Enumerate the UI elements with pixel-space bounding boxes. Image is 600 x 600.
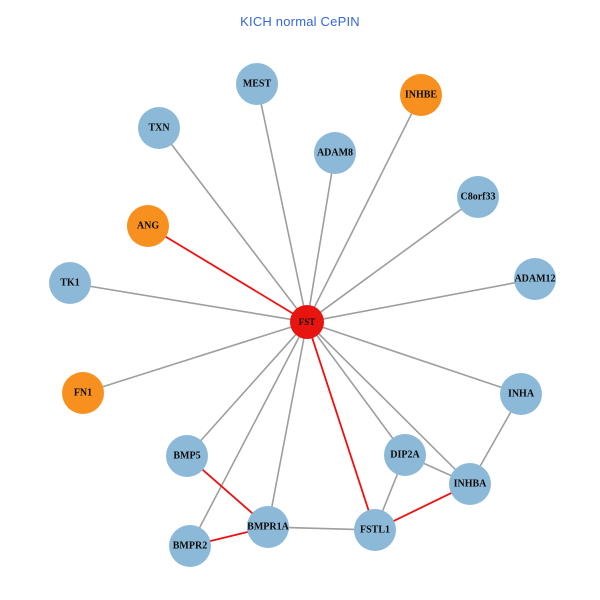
graph-edge <box>422 462 453 477</box>
node-circle[interactable] <box>166 435 208 477</box>
graph-node-adam8[interactable]: ADAM8 <box>314 132 356 174</box>
graph-node-ang[interactable]: ANG <box>127 205 169 247</box>
graph-edge <box>315 334 394 440</box>
graph-edge <box>88 285 293 321</box>
node-circle[interactable] <box>449 463 491 505</box>
graph-node-dip2a[interactable]: DIP2A <box>384 434 426 476</box>
graph-node-fn1[interactable]: FN1 <box>62 372 104 414</box>
node-label: BMPR1A <box>247 522 289 533</box>
graph-node-fst[interactable]: FST <box>290 305 324 339</box>
node-circle[interactable] <box>314 132 356 174</box>
graph-edge <box>164 235 295 315</box>
graph-node-fstl1[interactable]: FSTL1 <box>354 509 396 551</box>
page-title: KICH normal CePIN <box>240 14 360 29</box>
graph-edge <box>170 143 299 311</box>
node-circle[interactable] <box>457 176 499 218</box>
node-label: TXN <box>148 123 170 134</box>
node-label: C8orf33 <box>461 192 496 203</box>
graph-node-adam12[interactable]: ADAM12 <box>514 258 556 300</box>
node-label: ADAM12 <box>514 274 555 285</box>
graph-edge <box>479 410 512 468</box>
graph-node-bmp5[interactable]: BMP5 <box>166 435 208 477</box>
graph-node-bmpr2[interactable]: BMPR2 <box>169 525 211 567</box>
node-circle[interactable] <box>127 205 169 247</box>
graph-edge <box>199 333 298 442</box>
node-label: TK1 <box>60 278 79 289</box>
node-label: FN1 <box>74 388 92 399</box>
graph-node-inhbe[interactable]: INHBE <box>400 74 442 116</box>
node-circle[interactable] <box>49 262 91 304</box>
graph-edge <box>392 491 453 523</box>
graph-edge <box>270 336 305 509</box>
graph-node-inhba[interactable]: INHBA <box>449 463 491 505</box>
node-label: ANG <box>137 221 159 232</box>
node-label: BMPR2 <box>173 541 207 552</box>
graph-node-txn[interactable]: TXN <box>138 107 180 149</box>
node-circle[interactable] <box>236 63 278 105</box>
node-circle[interactable] <box>169 525 211 567</box>
node-circle[interactable] <box>354 509 396 551</box>
graph-edge <box>101 326 293 388</box>
node-label: BMP5 <box>173 451 200 462</box>
graph-node-c8orf33[interactable]: C8orf33 <box>457 176 499 218</box>
node-label: INHA <box>508 389 535 400</box>
node-circle[interactable] <box>247 506 289 548</box>
graph-edge <box>198 335 301 530</box>
graph-edge <box>313 112 413 309</box>
graph-edge <box>381 472 399 513</box>
graph-edge <box>311 336 370 512</box>
graph-edge <box>287 526 356 531</box>
graph-edge <box>208 530 250 543</box>
node-label: INHBA <box>454 479 488 490</box>
graph-edge <box>201 468 254 515</box>
graph-edge <box>321 281 517 320</box>
graph-edge <box>317 332 457 471</box>
edge-layer <box>88 102 517 543</box>
node-circle[interactable] <box>500 373 542 415</box>
graph-node-tk1[interactable]: TK1 <box>49 262 91 304</box>
node-circle[interactable] <box>62 372 104 414</box>
node-circle[interactable] <box>384 434 426 476</box>
node-label: FSTL1 <box>360 525 390 536</box>
graph-edge <box>308 171 333 308</box>
graph-edge <box>321 326 503 389</box>
graph-node-inha[interactable]: INHA <box>500 373 542 415</box>
node-circle[interactable] <box>400 74 442 116</box>
node-layer: MEST INHBE TXN ADAM8 C8orf33 ANG ADAM12 TK1 FST I… <box>49 63 556 567</box>
graph-node-mest[interactable]: MEST <box>236 63 278 105</box>
node-label: ADAM8 <box>317 148 353 159</box>
graph-edge <box>260 102 305 308</box>
node-label: FST <box>299 317 316 327</box>
graph-node-bmpr1a[interactable]: BMPR1A <box>247 506 290 548</box>
node-label: MEST <box>243 79 272 90</box>
node-circle[interactable] <box>514 258 556 300</box>
node-circle[interactable] <box>290 305 324 339</box>
node-circle[interactable] <box>138 107 180 149</box>
node-label: INHBE <box>405 90 438 101</box>
graph-edge <box>319 208 463 314</box>
node-label: DIP2A <box>390 450 420 461</box>
